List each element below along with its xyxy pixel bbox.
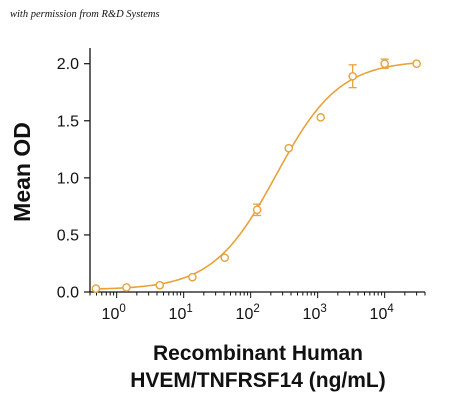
y-tick-label: 1.0: [57, 170, 79, 187]
data-point: [188, 272, 197, 282]
data-point: [316, 113, 325, 122]
y-axis-title: Mean OD: [9, 122, 35, 222]
data-point: [412, 59, 421, 68]
y-tick-label: 0.5: [57, 227, 79, 244]
x-tick-label: 100: [102, 303, 126, 323]
x-axis-title-line2: HVEM/TNFRSF14 (ng/mL): [130, 369, 386, 392]
x-axis-title-line1: Recombinant Human: [153, 342, 363, 365]
data-point: [380, 59, 389, 68]
data-point: [348, 71, 357, 81]
x-tick-label: 104: [370, 303, 395, 323]
watermark-credit: with permission from R&D Systems: [10, 9, 160, 20]
x-tick-label: 103: [303, 303, 327, 323]
y-tick-label: 0.0: [57, 285, 79, 302]
data-point: [91, 284, 101, 293]
data-point: [252, 205, 262, 215]
x-tick-label: 101: [169, 303, 193, 323]
x-tick-label: 102: [236, 303, 260, 323]
fit-line: [95, 62, 417, 290]
y-tick-label: 1.5: [57, 113, 79, 130]
data-point: [155, 280, 165, 290]
fit-curve: [95, 62, 417, 290]
data-point: [284, 143, 294, 153]
chart-axes: 0.0 0.5 1.0 1.5 2.0 100 101 102 103 104: [57, 48, 426, 323]
data-points: [91, 58, 421, 293]
data-point: [122, 283, 131, 292]
data-point: [220, 253, 230, 263]
y-tick-label: 2.0: [57, 56, 79, 73]
